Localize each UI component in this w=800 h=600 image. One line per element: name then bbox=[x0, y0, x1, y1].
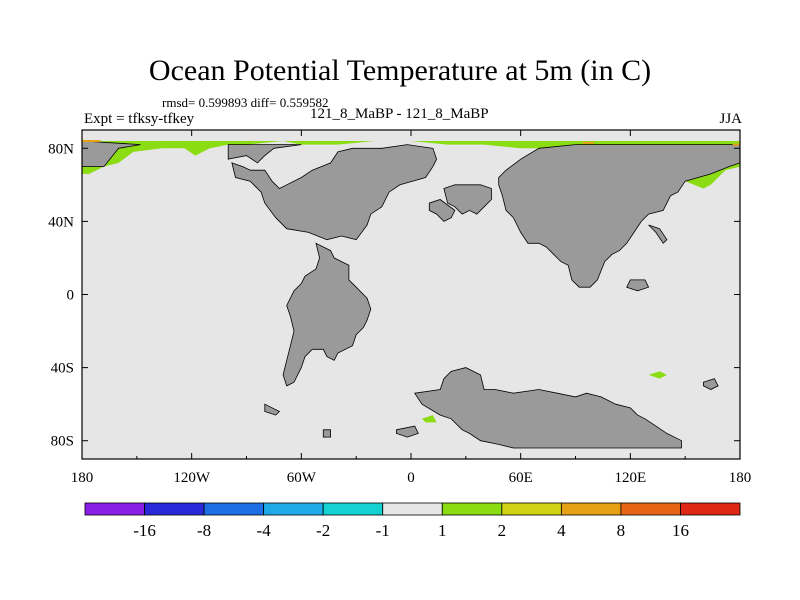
land-mass-2 bbox=[231, 144, 438, 241]
y-tick-label-4: 80S bbox=[51, 434, 74, 450]
land-mass-12 bbox=[395, 425, 419, 438]
x-tick-label-4: 60E bbox=[509, 470, 533, 486]
warm-region-2 bbox=[648, 371, 667, 379]
land-mass-4 bbox=[443, 184, 492, 215]
colorbar-label-1: -8 bbox=[197, 521, 211, 540]
y-tick-label-2: 0 bbox=[67, 288, 75, 304]
warm-region-3 bbox=[422, 415, 437, 423]
land-mass-3 bbox=[282, 242, 372, 387]
land-mass-6 bbox=[498, 144, 741, 288]
colorbar-box-1 bbox=[144, 502, 205, 516]
stats-text: rmsd= 0.599893 diff= 0.559582 bbox=[162, 95, 329, 110]
colorbar-label-4: -1 bbox=[376, 521, 390, 540]
colorbar-box-5 bbox=[382, 502, 443, 516]
colorbar-box-7 bbox=[501, 502, 562, 516]
experiment-label: Expt = tfksy-tfkey bbox=[84, 111, 195, 127]
x-tick-label-3: 0 bbox=[407, 470, 415, 486]
land-mass-8 bbox=[626, 279, 650, 292]
colorbar-label-2: -4 bbox=[257, 521, 272, 540]
x-tick-label-5: 120E bbox=[614, 470, 646, 486]
x-tick-label-0: 180 bbox=[71, 470, 94, 486]
colorbar-label-3: -2 bbox=[316, 521, 330, 540]
colorbar: -16 -8 -4 -2 -1 1 2 4 8 16 bbox=[84, 502, 741, 540]
land-mass-9 bbox=[414, 367, 682, 449]
land-mass-7 bbox=[648, 224, 668, 244]
colorbar-box-4 bbox=[322, 502, 384, 516]
colorbar-box-3 bbox=[263, 502, 324, 516]
y-tick-label-3: 40S bbox=[51, 361, 74, 377]
center-label: 121_8_MaBP - 121_8_MaBP bbox=[310, 106, 489, 122]
land-mass-13 bbox=[703, 378, 719, 390]
colorbar-box-10 bbox=[680, 502, 741, 516]
colorbar-label-5: 1 bbox=[438, 521, 447, 540]
chart-title: Ocean Potential Temperature at 5m (in C) bbox=[148, 54, 652, 87]
y-tick-label-1: 40N bbox=[48, 214, 74, 230]
x-tick-label-6: 180 bbox=[729, 470, 752, 486]
land-mass-10 bbox=[264, 403, 281, 416]
warm-region-1 bbox=[685, 162, 740, 189]
colorbar-box-0 bbox=[84, 502, 145, 516]
colorbar-label-9: 16 bbox=[672, 521, 689, 540]
colorbar-label-6: 2 bbox=[498, 521, 507, 540]
land-mass-5 bbox=[428, 199, 456, 222]
axis-ticks: 180 120W 60W 0 60E 120E 180 80N 40N 0 40S 80S bbox=[48, 130, 751, 486]
land-mass-11 bbox=[322, 429, 332, 438]
colorbar-label-7: 4 bbox=[557, 521, 566, 540]
land-layer bbox=[81, 140, 741, 449]
colorbar-box-2 bbox=[203, 502, 265, 516]
colorbar-box-6 bbox=[441, 502, 503, 516]
colorbar-label-8: 8 bbox=[617, 521, 626, 540]
land-mass-1 bbox=[227, 144, 302, 164]
season-label: JJA bbox=[719, 111, 742, 127]
x-tick-label-1: 120W bbox=[173, 470, 211, 486]
x-tick-label-2: 60W bbox=[287, 470, 317, 486]
colorbar-box-8 bbox=[560, 502, 622, 516]
warmer-anomaly-layer bbox=[82, 139, 740, 146]
colorbar-label-0: -16 bbox=[133, 521, 156, 540]
colorbar-box-9 bbox=[620, 502, 681, 516]
y-tick-label-0: 80N bbox=[48, 141, 74, 157]
